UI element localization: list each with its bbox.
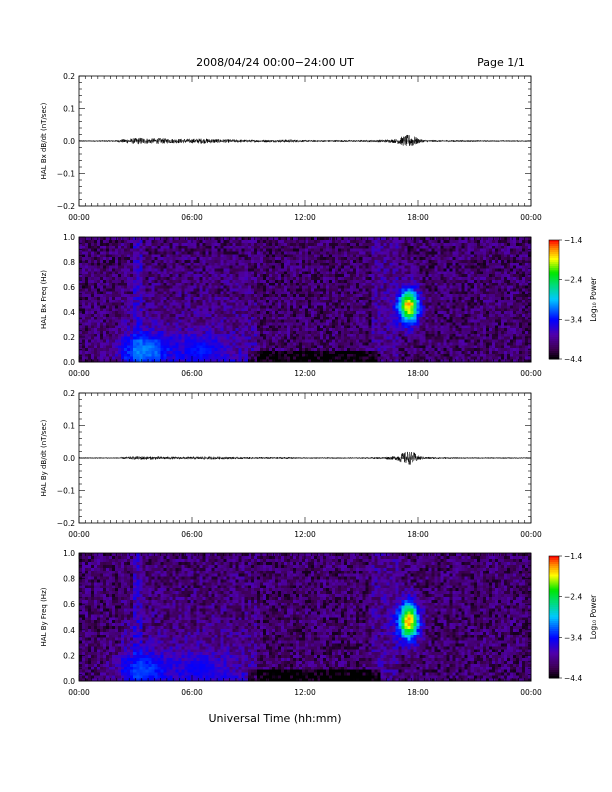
colorbar-label: Log₁₀ Power [589, 276, 598, 321]
panel-3: 00:00 06:00 12:00 18:00 00:00 0.2 0.1 0.0 −0.1 −0… [40, 389, 542, 539]
colorbar-tick-label: −1.4 [564, 236, 582, 245]
x-tick-label: 00:00 [520, 530, 542, 539]
y-tick-label: 0.2 [63, 72, 75, 81]
colorbar [549, 240, 559, 360]
x-tick-label: 00:00 [520, 369, 542, 378]
y-tick-label: 0.8 [63, 258, 75, 267]
y-tick-label: 0.2 [63, 333, 75, 342]
x-tick-label: 00:00 [520, 213, 542, 222]
colorbar-frame [548, 239, 560, 360]
x-tick-label: 18:00 [407, 530, 429, 539]
y-tick-label: 0.0 [63, 454, 75, 463]
y-axis-label: HAL By Freq (Hz) [40, 587, 48, 646]
series-line [78, 451, 532, 465]
x-tick-label: 00:00 [68, 688, 90, 697]
y-tick-label: 0.1 [63, 105, 75, 114]
y-tick-label: 0.0 [63, 677, 75, 686]
x-tick-label: 18:00 [407, 369, 429, 378]
x-tick-label: 18:00 [407, 213, 429, 222]
colorbar-frame [548, 555, 560, 679]
y-tick-label: 1.0 [63, 549, 75, 558]
x-tick-label: 00:00 [520, 688, 542, 697]
x-tick-label: 12:00 [294, 688, 316, 697]
heatmap-cells [79, 237, 532, 363]
x-tick-label: 00:00 [68, 530, 90, 539]
y-tick-label: 0.8 [63, 575, 75, 584]
y-tick-label: 0.2 [63, 389, 75, 398]
y-tick-label: −0.2 [57, 202, 75, 211]
colorbar-tick-label: −4.4 [564, 355, 582, 364]
y-tick-label: 0.4 [63, 308, 75, 317]
colorbar-tick-label: −3.4 [564, 633, 582, 642]
y-tick-label: 0.2 [63, 651, 75, 660]
x-tick-label: 06:00 [181, 530, 203, 539]
y-tick-label: 0.6 [63, 600, 75, 609]
colorbar-tick-label: −3.4 [564, 315, 582, 324]
x-tick-label: 06:00 [181, 213, 203, 222]
y-tick-label: 0.1 [63, 422, 75, 431]
panels: 00:00 06:00 12:00 18:00 00:00 0.2 0.1 0.0 −0.1 −0… [40, 72, 598, 697]
x-tick-label: 00:00 [68, 369, 90, 378]
y-axis-label: HAL By dB/dt (nT/sec) [40, 419, 48, 496]
colorbar-tick-label: −2.4 [564, 276, 582, 285]
y-tick-label: 0.4 [63, 626, 75, 635]
y-tick-label: 0.0 [63, 137, 75, 146]
x-tick-label: 00:00 [68, 213, 90, 222]
x-tick-label: 12:00 [294, 369, 316, 378]
y-tick-label: −0.1 [57, 170, 75, 179]
x-tick-label: 12:00 [294, 530, 316, 539]
y-tick-label: −0.2 [57, 519, 75, 528]
x-tick-label: 12:00 [294, 213, 316, 222]
page-number: Page 1/1 [477, 56, 525, 69]
colorbar-label: Log₁₀ Power [589, 594, 598, 639]
colorbar-tick-label: −2.4 [564, 593, 582, 602]
page-title: 2008/04/24 00:00−24:00 UT [196, 56, 354, 69]
colorbar [549, 556, 559, 679]
y-tick-label: 1.0 [63, 233, 75, 242]
colorbar-tick-label: −4.4 [564, 674, 582, 683]
x-tick-label: 06:00 [181, 688, 203, 697]
y-tick-label: 0.0 [63, 358, 75, 367]
x-tick-label: 18:00 [407, 688, 429, 697]
panel-4: −1.4 −2.4 −3.4 −4.4 Log₁₀ Power 00:00 06:00 12:… [40, 549, 598, 697]
x-tick-label: 06:00 [181, 369, 203, 378]
panel-1: 00:00 06:00 12:00 18:00 00:00 0.2 0.1 0.0 −0.1 −0… [40, 72, 542, 222]
series-line [78, 134, 532, 146]
y-tick-label: −0.1 [57, 487, 75, 496]
y-axis-label: HAL Bx dB/dt (nT/sec) [40, 102, 48, 179]
heatmap-cells [79, 553, 532, 682]
y-axis-label: HAL Bx Freq (Hz) [40, 270, 48, 329]
y-tick-label: 0.6 [63, 283, 75, 292]
panel-2: −1.4 −2.4 −3.4 −4.4 Log₁₀ Power 00:00 06:00 12:… [40, 233, 598, 378]
x-axis-label: Universal Time (hh:mm) [209, 712, 342, 725]
colorbar-tick-label: −1.4 [564, 552, 582, 561]
